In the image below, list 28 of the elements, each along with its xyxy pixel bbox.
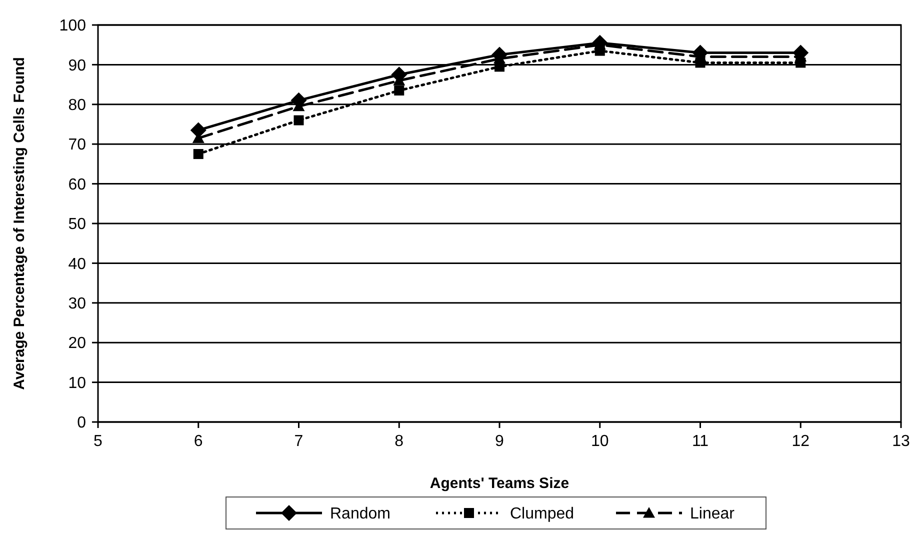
point	[294, 115, 304, 126]
legend-label: Linear	[690, 506, 736, 523]
x-tick-label: 6	[194, 433, 203, 450]
y-tick-label: 10	[68, 374, 86, 392]
legend-label: Clumped	[510, 506, 574, 523]
y-tick-label: 20	[68, 335, 86, 352]
point	[394, 86, 404, 96]
y-tick-label: 40	[68, 256, 86, 273]
y-tick-label: 70	[68, 136, 86, 154]
y-tick-label: 60	[68, 176, 86, 194]
x-tick-label: 7	[294, 433, 304, 450]
y-axis-title: Average Percentage of Interesting Cells Found	[11, 57, 28, 390]
x-tick-label: 8	[394, 433, 404, 450]
x-tick-label: 11	[692, 433, 709, 450]
x-tick-label: 5	[94, 433, 103, 450]
point	[193, 149, 204, 160]
y-tick-label: 30	[68, 296, 86, 312]
x-tick-label: 13	[892, 433, 910, 450]
x-tick-label: 10	[590, 433, 609, 450]
x-axis-title: Agents' Teams Size	[430, 475, 570, 492]
y-tick-label: 50	[68, 216, 86, 234]
x-tick-label: 12	[792, 433, 810, 450]
y-tick-label: 0	[77, 414, 86, 432]
y-tick-label: 100	[59, 18, 86, 35]
y-tick-label: 80	[68, 97, 86, 114]
y-tick-label: 90	[68, 57, 86, 74]
legend-label: Random	[330, 506, 390, 523]
x-tick-label: 9	[495, 433, 504, 450]
